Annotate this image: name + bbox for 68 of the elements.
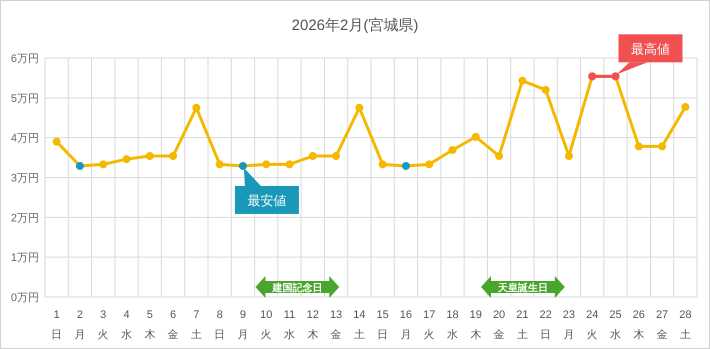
point: [308, 152, 317, 160]
x-tick-label: 19 木: [470, 309, 482, 341]
point: [518, 76, 526, 85]
x-tick-label: 11 水: [284, 309, 296, 341]
point: [588, 72, 596, 80]
point: [262, 160, 270, 168]
y-tick-label: 1万円: [10, 252, 39, 264]
x-tick-label: 15 日: [376, 309, 389, 341]
x-tick-label: 23 月: [562, 309, 576, 341]
x-tick-label: 10 火: [260, 309, 272, 341]
x-tick-label: 21 土: [516, 309, 528, 341]
annotation: 建国記念日: [271, 282, 322, 294]
annotation: 天皇誕生日: [496, 282, 548, 294]
y-tick-label: 4万円: [10, 132, 39, 145]
x-tick-label: 18 水: [446, 309, 459, 341]
point: [355, 104, 364, 112]
x-tick-label: 8 日: [214, 309, 226, 341]
x-tick-label: 25 水: [609, 309, 622, 341]
x-tick-label: 5 木: [144, 309, 156, 341]
x-tick-label: 27 金: [656, 309, 668, 341]
x-tick-label: 6 金: [168, 309, 179, 341]
y-tick-label: 0万円: [10, 292, 39, 304]
point: [448, 146, 456, 154]
point: [216, 160, 224, 168]
point: [169, 152, 178, 160]
x-tick-label: 14 土: [353, 309, 366, 341]
point: [564, 152, 573, 160]
point: [425, 160, 434, 168]
point: [99, 160, 108, 168]
x-tick-label: 4 水: [121, 309, 132, 341]
x-tick-label: 9 月: [237, 309, 248, 341]
chart-title: 2026年2月(宮城県): [292, 17, 418, 34]
x-tick-label: 17 火: [423, 309, 436, 341]
point: [402, 162, 410, 170]
point: [495, 152, 504, 160]
x-tick-label: 1 日: [51, 309, 62, 341]
y-tick-label: 5万円: [10, 92, 39, 105]
x-tick-label: 3 火: [98, 309, 109, 341]
point: [612, 72, 620, 80]
point: [332, 152, 340, 160]
x-tick-label: 20 金: [492, 309, 506, 341]
x-tick-label: 12 木: [306, 309, 319, 341]
point: [542, 86, 550, 94]
point: [286, 160, 294, 168]
y-tick-label: 3万円: [10, 172, 39, 184]
y-tick-label: 2万円: [10, 212, 39, 224]
point: [658, 142, 666, 150]
x-tick-label: 22 日: [540, 309, 552, 341]
x-tick-label: 28 土: [679, 309, 692, 341]
point: [634, 142, 643, 150]
x-tick-label: 2 月: [74, 309, 86, 341]
point: [192, 104, 200, 112]
annotation: 最安値: [247, 192, 286, 208]
point: [681, 102, 690, 111]
y-tick-label: 6万円: [10, 53, 39, 65]
point: [76, 162, 84, 170]
point: [52, 138, 61, 146]
annotation: 最高値: [631, 41, 670, 56]
x-tick-label: 26 木: [632, 309, 645, 341]
point: [238, 162, 247, 170]
point: [146, 152, 154, 160]
point: [472, 132, 480, 141]
x-tick-label: 7 土: [190, 309, 202, 341]
x-tick-label: 16 月: [400, 309, 412, 341]
x-tick-label: 13 金: [330, 309, 342, 341]
point: [122, 155, 130, 164]
x-tick-label: 24 火: [586, 309, 598, 341]
point: [378, 160, 387, 168]
